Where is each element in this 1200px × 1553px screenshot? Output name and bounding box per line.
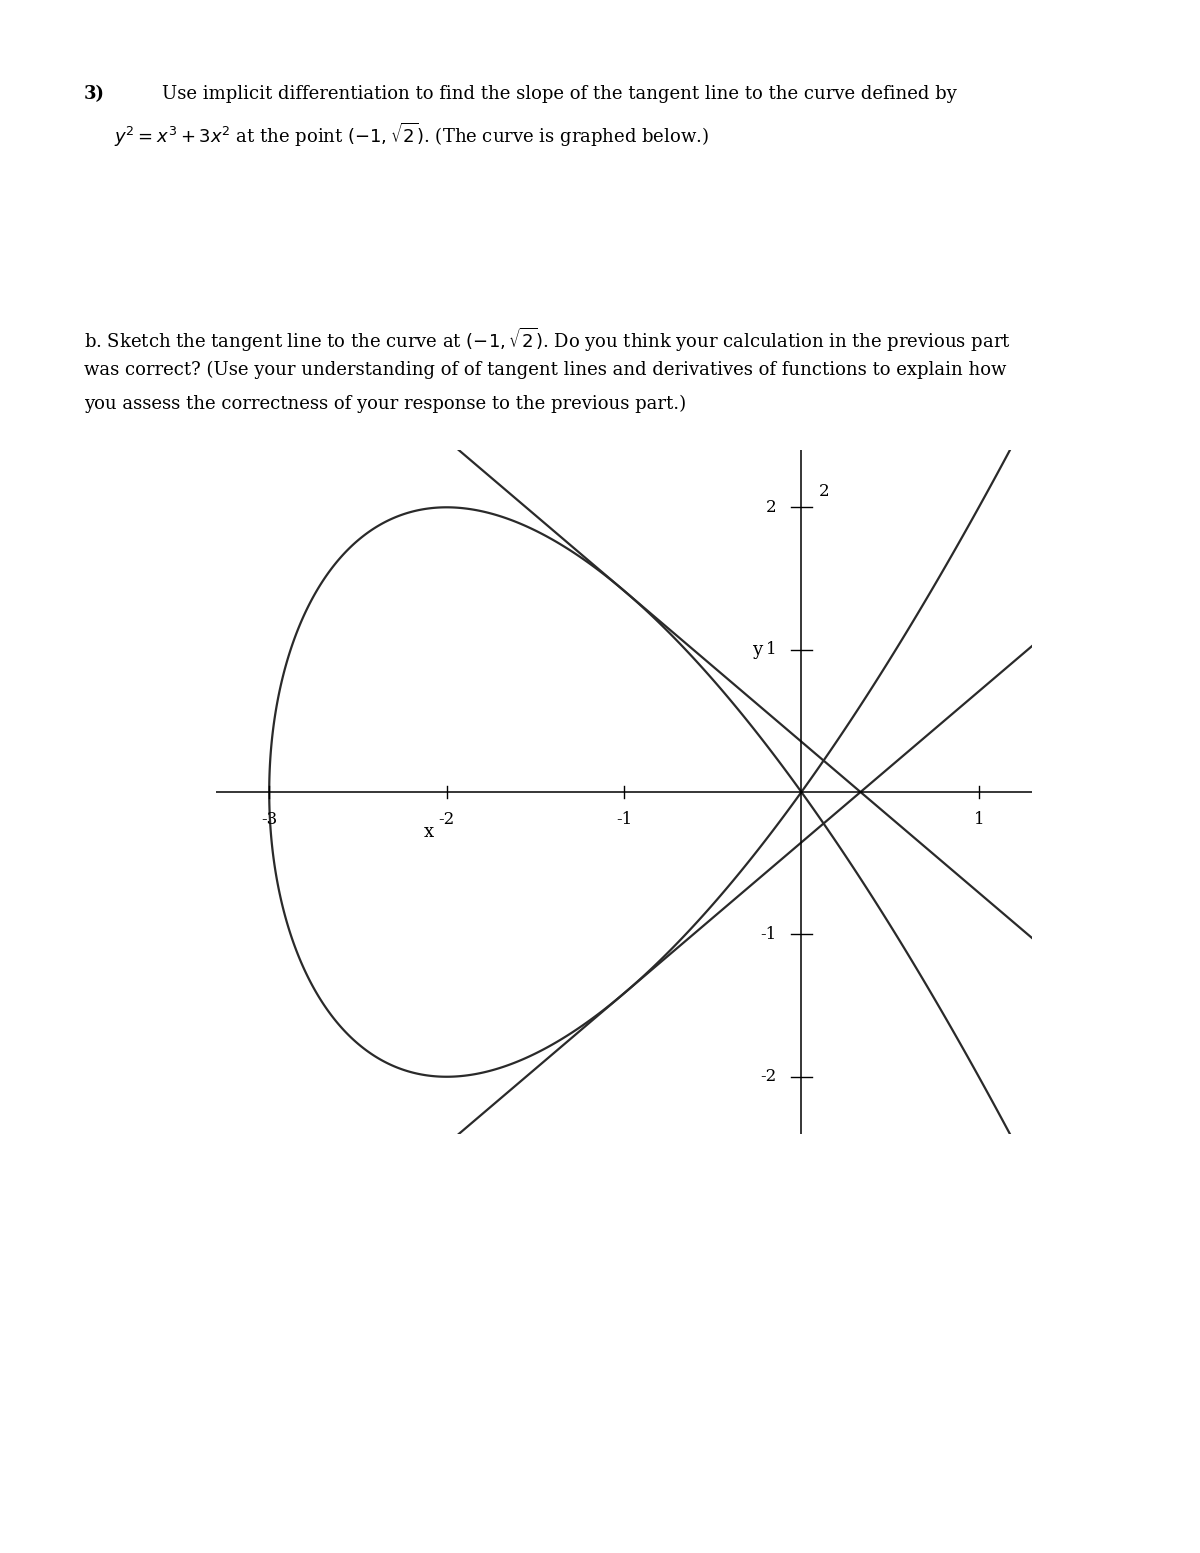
Text: 2: 2	[766, 499, 776, 516]
Text: 3): 3)	[84, 85, 106, 104]
Text: -1: -1	[761, 926, 776, 943]
Text: 1: 1	[973, 811, 984, 828]
Text: $y^2 = x^3 + 3x^2$ at the point $(-1,\sqrt{2})$. (The curve is graphed below.): $y^2 = x^3 + 3x^2$ at the point $(-1,\sq…	[114, 121, 709, 149]
Text: 2: 2	[820, 483, 829, 500]
Text: Use implicit differentiation to find the slope of the tangent line to the curve : Use implicit differentiation to find the…	[162, 85, 956, 104]
Text: -2: -2	[761, 1068, 776, 1086]
Text: -2: -2	[438, 811, 455, 828]
Text: was correct? (Use your understanding of of tangent lines and derivatives of func: was correct? (Use your understanding of …	[84, 360, 1007, 379]
Text: -3: -3	[262, 811, 277, 828]
Text: -1: -1	[616, 811, 632, 828]
Text: x: x	[424, 823, 434, 842]
Text: y: y	[752, 641, 762, 658]
Text: you assess the correctness of your response to the previous part.): you assess the correctness of your respo…	[84, 394, 686, 413]
Text: b. Sketch the tangent line to the curve at $(-1,\sqrt{2})$. Do you think your ca: b. Sketch the tangent line to the curve …	[84, 326, 1010, 354]
Text: 1: 1	[766, 641, 776, 658]
